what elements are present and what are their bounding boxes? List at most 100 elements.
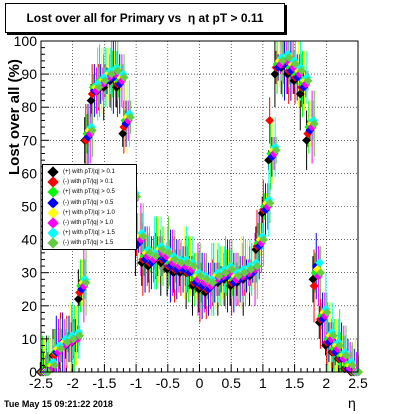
x-tick-labels: -2.5 -2 -1.5 -1 -0.5 0 0.5 1 1.5 2 2.5 xyxy=(29,375,368,391)
x-tick-label: 1.5 xyxy=(285,375,305,391)
data-point xyxy=(87,125,97,135)
data-point xyxy=(208,278,218,288)
chart-title: Lost over all for Primary vs η at pT > 0… xyxy=(5,3,285,33)
data-point xyxy=(227,264,237,274)
data-point xyxy=(278,56,288,66)
x-tick-label: 1 xyxy=(259,375,267,391)
legend-item: (-) with pT/|q| > 0.1 xyxy=(45,176,114,188)
data-point xyxy=(56,344,66,354)
data-point xyxy=(202,274,212,284)
y-tick-label: 50 xyxy=(21,199,37,215)
data-point xyxy=(214,271,224,281)
data-point xyxy=(297,66,307,76)
data-point xyxy=(189,261,199,271)
data-point xyxy=(125,112,135,122)
timestamp: Tue May 15 09:21:22 2018 xyxy=(4,399,113,409)
data-point xyxy=(316,268,326,278)
data-point xyxy=(233,271,243,281)
data-point xyxy=(68,334,78,344)
data-point xyxy=(49,360,59,370)
data-point xyxy=(309,281,319,291)
legend-label: (+) with pT/|q| > 1.5 xyxy=(63,230,115,237)
y-tick-label: 10 xyxy=(21,331,37,347)
data-point xyxy=(240,268,250,278)
data-point xyxy=(315,258,325,268)
data-point xyxy=(119,72,129,82)
data-point xyxy=(303,76,313,86)
legend-item: (-) with pT/|q| > 0.5 xyxy=(45,196,114,209)
data-point xyxy=(118,129,128,139)
legend-item: (+) with pT/|q| > 1.0 xyxy=(45,207,115,219)
legend-label: (+) with pT/|q| > 0.1 xyxy=(63,169,115,175)
x-tick-label: -1.5 xyxy=(92,375,116,391)
y-tick-labels: 0 10 20 30 40 50 60 70 80 90 100 xyxy=(14,33,38,380)
x-tick-label: -0.5 xyxy=(156,375,180,391)
legend-marker xyxy=(47,237,59,250)
legend-item: (+) with pT/|q| > 0.5 xyxy=(45,186,115,199)
data-point xyxy=(284,53,294,63)
legend-label: (-) with pT/|q| > 1.5 xyxy=(63,240,114,247)
legend-label: (+) with pT/|q| > 0.5 xyxy=(63,189,115,196)
data-point xyxy=(75,331,85,341)
x-tick-label: -2 xyxy=(66,375,79,391)
data-point xyxy=(341,350,351,360)
data-point xyxy=(151,251,161,261)
data-point xyxy=(86,96,96,106)
data-point xyxy=(176,258,186,268)
data-point xyxy=(265,198,275,208)
y-tick-label: 70 xyxy=(21,132,37,148)
data-point xyxy=(246,264,256,274)
legend-item: (+) with pT/|q| > 0.1 xyxy=(45,166,115,178)
legend: (+) with pT/|q| > 0.1 (-) with pT/|q| > 0… xyxy=(42,164,137,250)
data-point xyxy=(163,248,173,258)
data-point xyxy=(170,254,180,264)
data-point xyxy=(259,235,269,245)
y-tick-label: 40 xyxy=(21,232,37,248)
data-points xyxy=(35,49,364,377)
data-point xyxy=(295,89,305,99)
data-point xyxy=(354,367,364,377)
data-point xyxy=(195,271,205,281)
legend-item: (-) with pT/|q| > 1.0 xyxy=(45,217,114,229)
x-axis-label: η xyxy=(348,395,356,411)
data-point xyxy=(290,59,300,69)
data-point xyxy=(157,245,167,255)
x-tick-label: -1 xyxy=(130,375,143,391)
y-tick-label: 100 xyxy=(14,33,38,49)
legend-label: (-) with pT/|q| > 0.1 xyxy=(63,179,114,186)
x-tick-label: -2.5 xyxy=(29,375,53,391)
y-tick-label: 20 xyxy=(21,298,37,314)
legend-label: (-) with pT/|q| > 0.5 xyxy=(63,199,114,206)
x-tick-label: 2.5 xyxy=(348,375,368,391)
data-point xyxy=(113,66,123,76)
data-point xyxy=(106,69,116,79)
y-tick-label: 90 xyxy=(21,66,37,82)
data-point xyxy=(347,360,357,370)
data-point xyxy=(335,341,345,351)
legend-item: (-) with pT/|q| > 1.5 xyxy=(45,237,114,250)
x-tick-label: 2 xyxy=(322,375,330,391)
data-point xyxy=(270,69,280,79)
x-tick-label: 0 xyxy=(196,375,204,391)
data-point xyxy=(94,82,104,92)
legend-label: (-) with pT/|q| > 1.0 xyxy=(63,220,114,226)
data-point xyxy=(183,258,192,268)
y-tick-label: 30 xyxy=(21,265,37,281)
data-point xyxy=(328,331,338,341)
legend-item: (+) with pT/|q| > 1.5 xyxy=(45,227,115,239)
data-point xyxy=(221,268,231,278)
data-point xyxy=(62,337,72,347)
x-tick-label: 0.5 xyxy=(221,375,241,391)
data-point xyxy=(73,294,83,304)
data-point xyxy=(309,119,319,129)
y-tick-label: 0 xyxy=(29,364,37,380)
data-point xyxy=(322,307,332,317)
data-point xyxy=(265,115,275,125)
data-point xyxy=(138,231,148,241)
data-point xyxy=(271,145,281,155)
y-tick-label: 80 xyxy=(21,99,37,115)
data-point xyxy=(144,248,154,258)
data-point xyxy=(302,135,312,145)
data-point xyxy=(252,261,262,271)
